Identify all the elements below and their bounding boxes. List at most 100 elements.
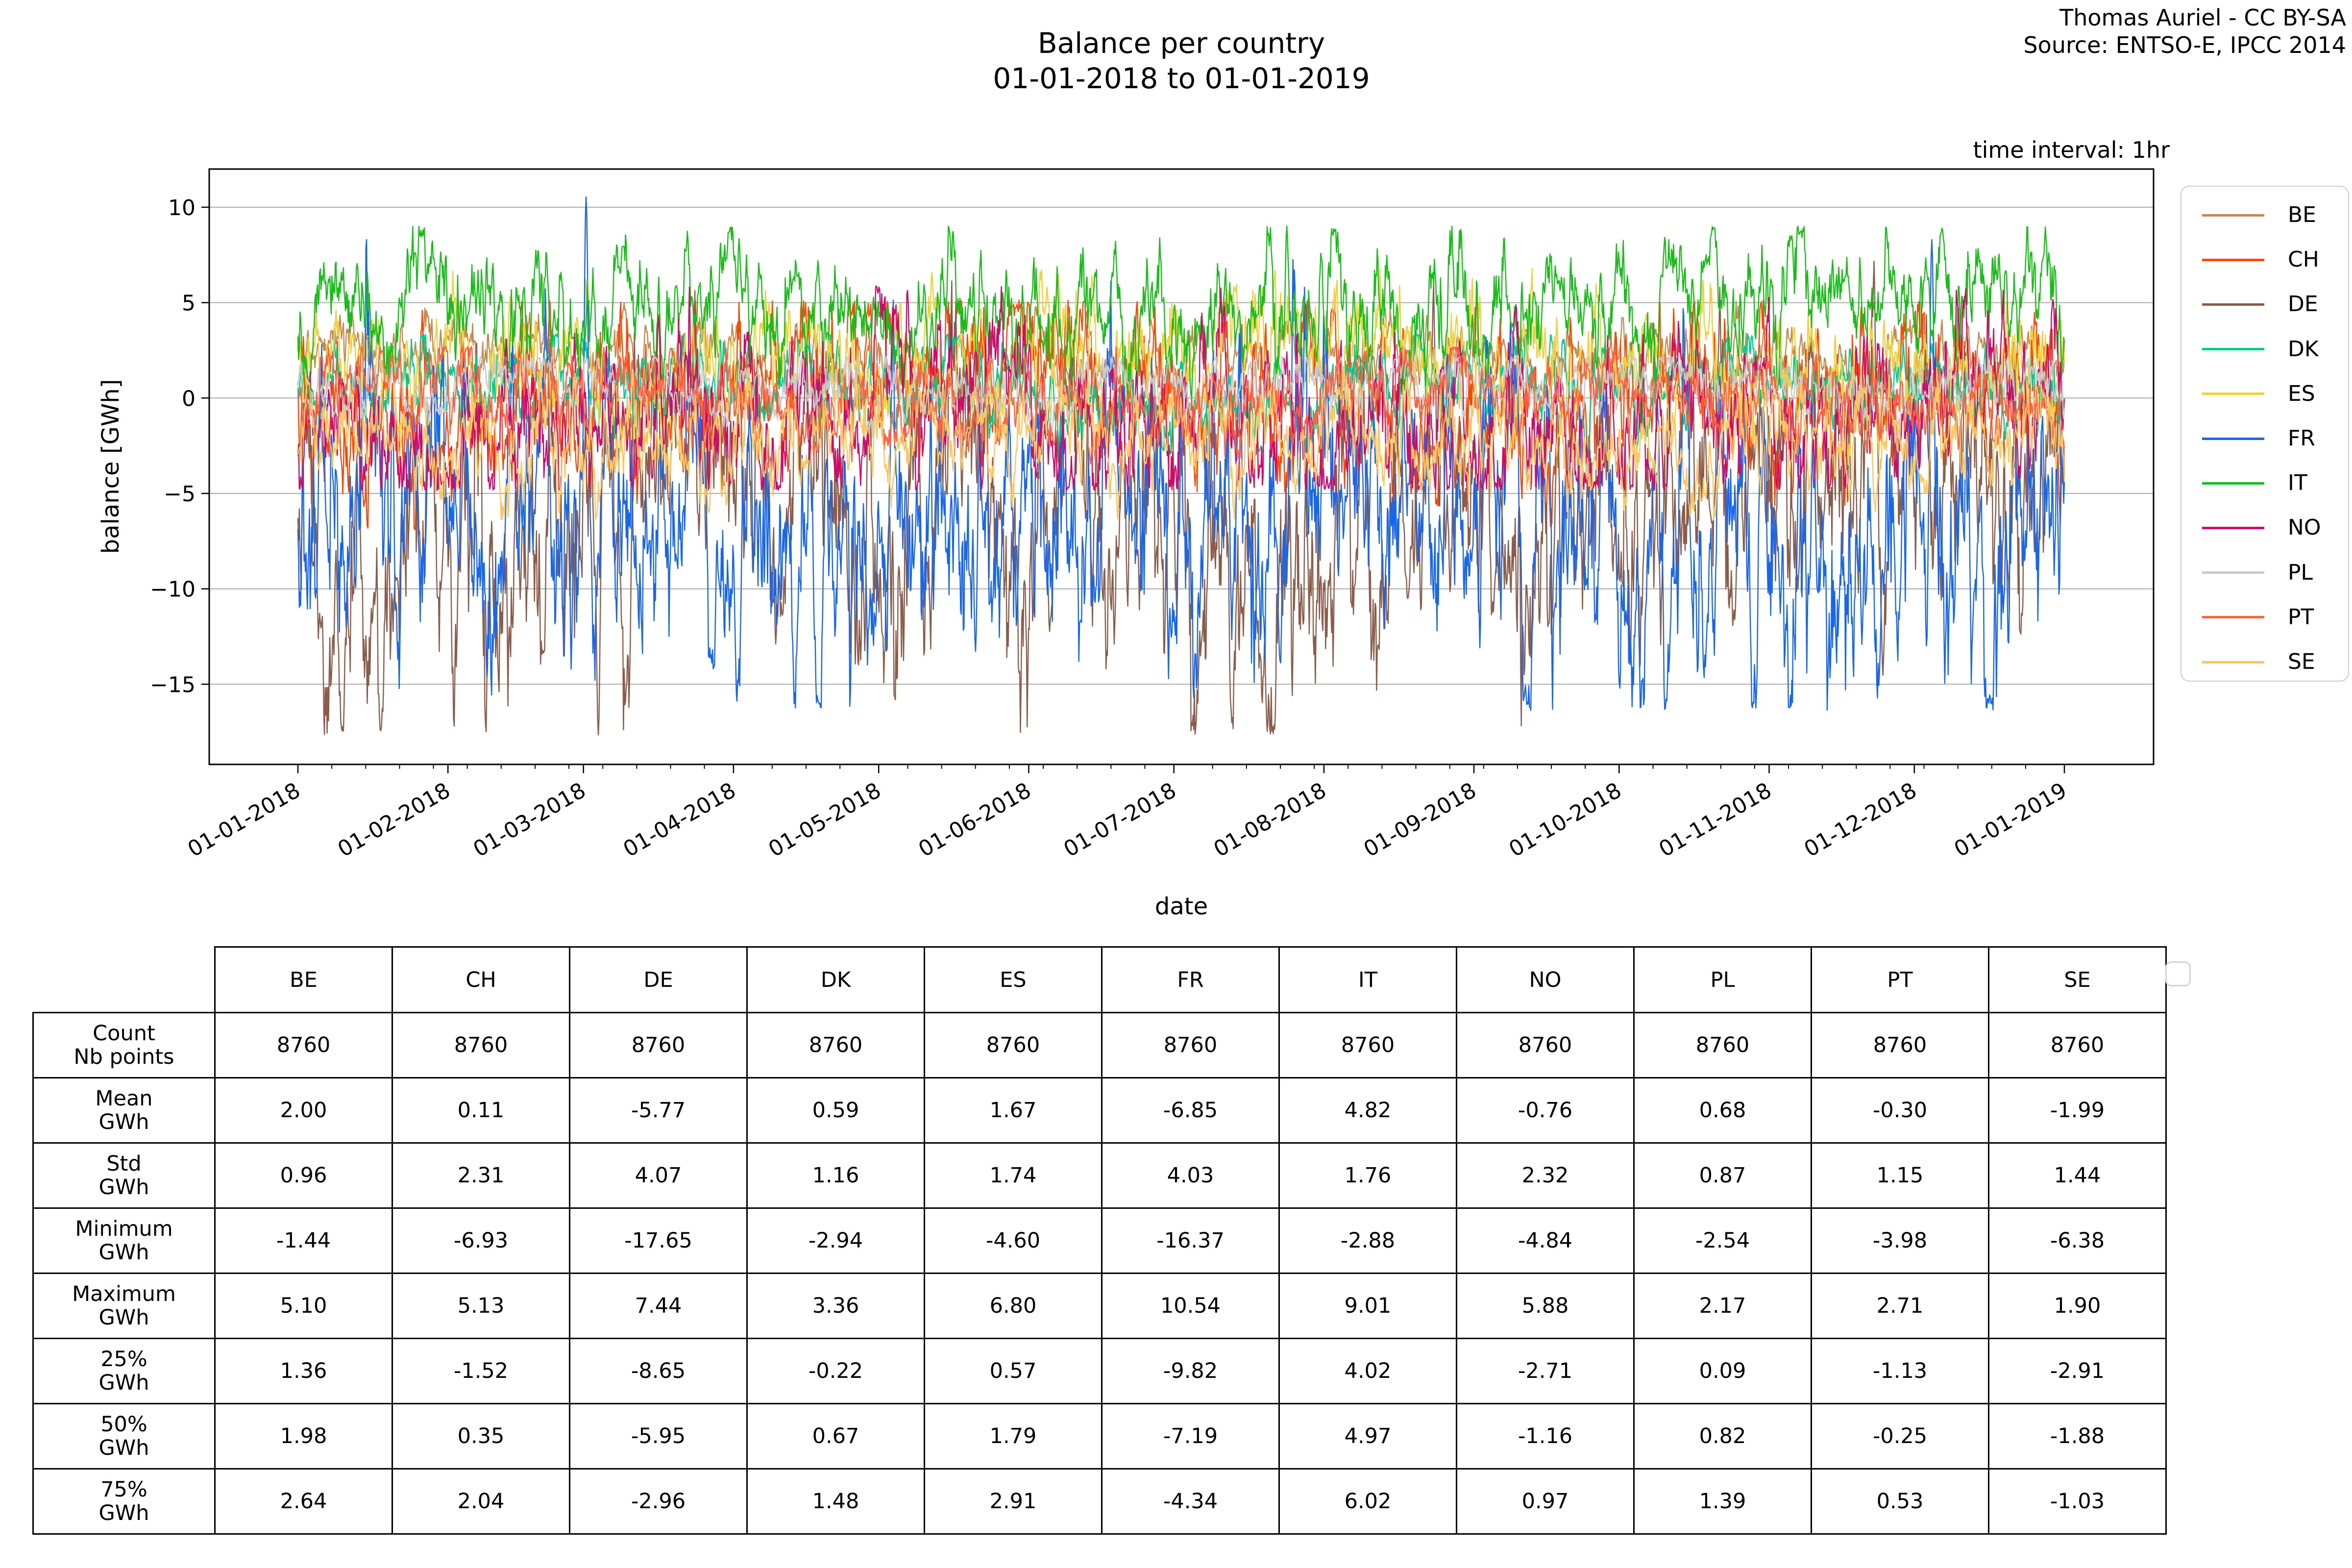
table-row-label-maximum: Maximum GWh <box>32 1273 216 1339</box>
legend-item-NO: NO <box>2181 513 2348 542</box>
x-tick-label: 01-12-2018 <box>1800 778 1921 862</box>
empty-legend-placeholder <box>2165 961 2191 986</box>
legend-swatch-SE <box>2202 661 2264 663</box>
legend-label-PT: PT <box>2288 604 2314 630</box>
table-cell-IT-25pct: 4.02 <box>1278 1338 1457 1404</box>
table-cell-DK-25pct: -0.22 <box>746 1338 925 1404</box>
legend-label-DK: DK <box>2288 336 2319 362</box>
table-row-label-25pct: 25% GWh <box>32 1338 216 1404</box>
legend-swatch-CH <box>2202 258 2264 261</box>
chart-title-line1: Balance per country <box>1038 26 1325 60</box>
table-cell-SE-50pct: -1.88 <box>1988 1403 2167 1470</box>
table-cell-DE-mean: -5.77 <box>569 1077 748 1144</box>
table-cell-DK-count: 8760 <box>746 1012 925 1078</box>
table-cell-DE-std: 4.07 <box>569 1142 748 1209</box>
x-tick-label: 01-08-2018 <box>1209 778 1330 862</box>
legend-item-BE: BE <box>2181 200 2348 230</box>
legend-swatch-DK <box>2202 348 2264 351</box>
x-tick-label: 01-06-2018 <box>914 778 1035 862</box>
table-col-header-ES: ES <box>924 946 1102 1013</box>
table-cell-SE-25pct: -2.91 <box>1988 1338 2167 1404</box>
table-col-header-PT: PT <box>1811 946 1989 1013</box>
legend-swatch-PT <box>2202 616 2264 619</box>
row-label-line: Count <box>93 1021 155 1046</box>
table-cell-IT-50pct: 4.97 <box>1278 1403 1457 1470</box>
table-cell-ES-minimum: -4.60 <box>924 1207 1102 1274</box>
table-cell-BE-75pct: 2.64 <box>214 1468 393 1535</box>
table-cell-NO-25pct: -2.71 <box>1456 1338 1635 1404</box>
table-cell-PT-75pct: 0.53 <box>1811 1468 1989 1535</box>
table-cell-PL-50pct: 0.82 <box>1633 1403 1812 1470</box>
attribution-author: Thomas Auriel - CC BY-SA <box>2059 4 2346 31</box>
table-cell-DE-50pct: -5.95 <box>569 1403 748 1470</box>
table-cell-FR-25pct: -9.82 <box>1101 1338 1280 1404</box>
table-cell-DK-75pct: 1.48 <box>746 1468 925 1535</box>
table-cell-ES-count: 8760 <box>924 1012 1102 1078</box>
legend-swatch-DE <box>2202 303 2264 306</box>
table-cell-CH-50pct: 0.35 <box>392 1403 570 1470</box>
row-label-line: GWh <box>98 1436 149 1460</box>
table-cell-ES-std: 1.74 <box>924 1142 1102 1209</box>
table-cell-NO-minimum: -4.84 <box>1456 1207 1635 1274</box>
x-tick-label: 01-05-2018 <box>764 778 885 862</box>
series-line-IT <box>297 225 2065 427</box>
table-row-label-std: Std GWh <box>32 1142 216 1209</box>
table-cell-CH-mean: 0.11 <box>392 1077 570 1144</box>
y-tick-label: 0 <box>182 386 196 411</box>
table-cell-SE-std: 1.44 <box>1988 1142 2167 1209</box>
legend-swatch-IT <box>2202 482 2264 485</box>
row-label-line: 75% <box>100 1477 147 1502</box>
legend-label-SE: SE <box>2288 649 2315 674</box>
legend-label-IT: IT <box>2288 470 2307 496</box>
table-cell-BE-std: 0.96 <box>214 1142 393 1209</box>
legend-label-DE: DE <box>2288 292 2318 317</box>
table-cell-ES-maximum: 6.80 <box>924 1273 1102 1339</box>
row-label-line: GWh <box>98 1110 149 1134</box>
table-cell-IT-count: 8760 <box>1278 1012 1457 1078</box>
row-label-line: GWh <box>98 1371 149 1395</box>
legend-item-DK: DK <box>2181 335 2348 364</box>
table-cell-DE-maximum: 7.44 <box>569 1273 748 1339</box>
table-cell-IT-mean: 4.82 <box>1278 1077 1457 1144</box>
legend-swatch-NO <box>2202 526 2264 529</box>
table-cell-BE-minimum: -1.44 <box>214 1207 393 1274</box>
table-cell-DK-maximum: 3.36 <box>746 1273 925 1339</box>
table-cell-NO-count: 8760 <box>1456 1012 1635 1078</box>
table-col-header-FR: FR <box>1101 946 1280 1013</box>
row-label-line: 50% <box>100 1412 147 1437</box>
table-cell-DE-count: 8760 <box>569 1012 748 1078</box>
table-cell-BE-count: 8760 <box>214 1012 393 1078</box>
table-cell-IT-maximum: 9.01 <box>1278 1273 1457 1339</box>
row-label-line: GWh <box>98 1240 149 1265</box>
table-cell-ES-50pct: 1.79 <box>924 1403 1102 1470</box>
time-interval-annotation: time interval: 1hr <box>1973 137 2170 163</box>
chart-title-line2: 01-01-2018 to 01-01-2019 <box>993 62 1370 95</box>
table-cell-PL-mean: 0.68 <box>1633 1077 1812 1144</box>
table-cell-ES-25pct: 0.57 <box>924 1338 1102 1404</box>
table-col-header-DK: DK <box>746 946 925 1013</box>
legend-swatch-BE <box>2202 214 2264 217</box>
table-cell-CH-maximum: 5.13 <box>392 1273 570 1339</box>
table-cell-DE-75pct: -2.96 <box>569 1468 748 1535</box>
row-label-line: GWh <box>98 1305 149 1330</box>
table-col-header-BE: BE <box>214 946 393 1013</box>
table-cell-PT-50pct: -0.25 <box>1811 1403 1989 1470</box>
series-lines <box>297 196 2065 735</box>
table-cell-DK-mean: 0.59 <box>746 1077 925 1144</box>
legend-item-IT: IT <box>2181 468 2348 498</box>
y-tick-label: −10 <box>150 577 196 602</box>
table-cell-SE-maximum: 1.90 <box>1988 1273 2167 1339</box>
table-cell-PT-maximum: 2.71 <box>1811 1273 1989 1339</box>
table-cell-SE-count: 8760 <box>1988 1012 2167 1078</box>
y-tick-label: −5 <box>164 482 196 507</box>
table-row-label-count: Count Nb points <box>32 1012 216 1078</box>
table-cell-NO-75pct: 0.97 <box>1456 1468 1635 1535</box>
table-cell-CH-count: 8760 <box>392 1012 570 1078</box>
table-cell-PT-minimum: -3.98 <box>1811 1207 1989 1274</box>
x-tick-label: 01-02-2018 <box>334 778 455 862</box>
table-cell-SE-minimum: -6.38 <box>1988 1207 2167 1274</box>
x-tick-label: 01-09-2018 <box>1360 778 1481 862</box>
x-tick-label: 01-07-2018 <box>1059 778 1180 862</box>
table-cell-PT-count: 8760 <box>1811 1012 1989 1078</box>
